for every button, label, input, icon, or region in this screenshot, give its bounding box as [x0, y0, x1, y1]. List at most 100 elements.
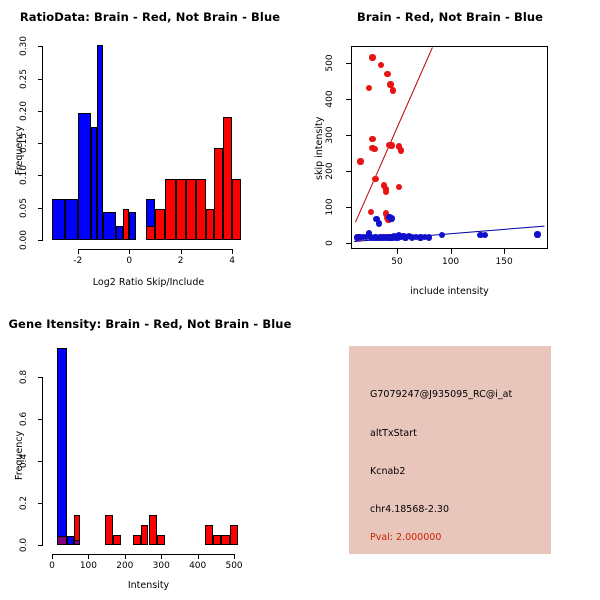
x-axis-line [77, 249, 233, 250]
histogram-bar [165, 178, 176, 240]
scatter-xlabel: include intensity [410, 286, 489, 297]
scatter-point [408, 234, 416, 241]
y-axis-tick [38, 376, 43, 378]
histogram-bar [204, 525, 214, 545]
y-axis-tick [346, 134, 352, 136]
histogram-bar [67, 535, 74, 545]
x-axis-tick-label: 100 [441, 257, 460, 267]
x-axis-tick-label: 300 [152, 561, 170, 571]
scatter-point [372, 175, 379, 183]
histogram-bar [221, 534, 230, 545]
scatter-point [387, 81, 394, 88]
scatter-point [421, 233, 429, 241]
x-axis-tick-label: 400 [189, 561, 207, 571]
scatter-point [356, 234, 363, 241]
histogram-bar [97, 44, 104, 240]
scatter-point [389, 87, 396, 94]
scatter-point [365, 84, 373, 92]
ratio-histogram-ylabel: Frequency [14, 125, 25, 175]
scatter-point [383, 210, 390, 217]
info-locus: chr4.18568-2.30 [370, 504, 450, 515]
y-axis-tick-label: 300 [325, 126, 335, 144]
x-axis-tick [234, 554, 236, 559]
y-axis-tick [346, 242, 352, 244]
x-axis-tick-label: 0 [49, 561, 55, 571]
regression-line [355, 47, 434, 223]
x-axis-tick-label: 500 [225, 561, 243, 571]
x-axis-tick-label: 2 [177, 256, 184, 266]
x-axis-tick [124, 554, 126, 559]
y-axis-tick [346, 99, 352, 101]
histogram-bar [57, 535, 68, 545]
scatter-point [380, 182, 388, 189]
x-axis-tick-label: 50 [391, 257, 403, 267]
x-axis-tick [161, 554, 163, 559]
x-axis-tick [129, 249, 131, 254]
y-axis-tick-label: 0 [325, 239, 335, 246]
gene-histogram-ylabel: Frequency [14, 430, 25, 480]
y-axis-line [42, 46, 43, 240]
histogram-bar [196, 178, 207, 240]
scatter-ylabel: skip intensity [314, 116, 325, 180]
histogram-bar [90, 127, 98, 240]
scatter-point [377, 61, 385, 69]
ratio-histogram-plot-area: 0.00 0.05 0.10 0.15 0.20 0.25 0.30 -2 0 2 4 [19, 36, 245, 266]
x-axis-tick [52, 554, 53, 559]
histogram-bar [64, 198, 78, 240]
histogram-bar [156, 534, 165, 545]
y-axis-tick [38, 110, 43, 112]
histogram-bar [213, 534, 222, 545]
y-axis-tick [38, 240, 43, 241]
histogram-bar [103, 212, 117, 240]
histogram-bar [77, 112, 91, 240]
y-axis-tick [38, 143, 43, 145]
scatter-point [362, 233, 370, 241]
scatter-point [369, 54, 376, 61]
scatter-point [477, 231, 484, 239]
x-axis-line [52, 554, 235, 555]
y-axis-tick-label: 200 [325, 162, 335, 180]
y-axis-tick [38, 175, 43, 177]
y-axis-tick-label: 400 [325, 90, 335, 108]
y-axis-tick [38, 545, 43, 546]
y-axis-tick [38, 78, 43, 80]
scatter-point [405, 232, 412, 240]
y-axis-tick [38, 46, 43, 48]
histogram-bar [175, 178, 186, 240]
gene-histogram-title: Gene Itensity: Brain - Red, Not Brain - … [8, 317, 292, 331]
x-axis-tick [450, 248, 452, 254]
histogram-bar [52, 198, 65, 240]
scatter-point [371, 146, 378, 153]
histogram-bar [113, 534, 122, 545]
info-gene-symbol: Kcnab2 [370, 466, 406, 477]
y-axis-tick [38, 207, 43, 209]
histogram-bar [122, 209, 130, 240]
x-axis-tick-label: 100 [79, 561, 97, 571]
y-axis-tick [38, 502, 43, 504]
scatter-plot-area: 0 100 200 300 400 500 50 100 150 [325, 46, 548, 267]
scatter-point [388, 215, 395, 222]
histogram-bar [57, 348, 68, 545]
y-axis-tick-label: 0.2 [19, 495, 29, 511]
scatter-point [395, 183, 403, 191]
histogram-bar [104, 514, 114, 545]
info-probe-id: G7079247@J935095_RC@i_at [370, 389, 513, 400]
y-axis-tick-label: 100 [325, 198, 335, 216]
x-axis-tick-label: 150 [495, 257, 513, 267]
gene-histogram-xlabel: Intensity [127, 580, 170, 591]
y-axis-tick-label: 0.30 [19, 36, 29, 57]
y-axis-tick-label: 500 [325, 54, 335, 72]
scatter-point [365, 230, 373, 237]
scatter-point [395, 143, 403, 150]
scatter-point [369, 135, 376, 143]
gene-histogram-plot-area: 0.0 0.2 0.4 0.6 0.8 0 100 200 300 400 500 [19, 345, 245, 571]
y-axis-tick [346, 170, 352, 172]
y-axis-tick-label: 0.00 [19, 229, 29, 251]
histogram-bar [73, 539, 81, 545]
scatter-title: Brain - Red, Not Brain - Blue [356, 10, 544, 24]
x-axis-tick [197, 554, 199, 559]
x-axis-tick-label: 200 [116, 561, 134, 571]
x-axis-tick [504, 248, 506, 254]
histogram-bar [229, 525, 239, 545]
histogram-bar [148, 514, 157, 545]
